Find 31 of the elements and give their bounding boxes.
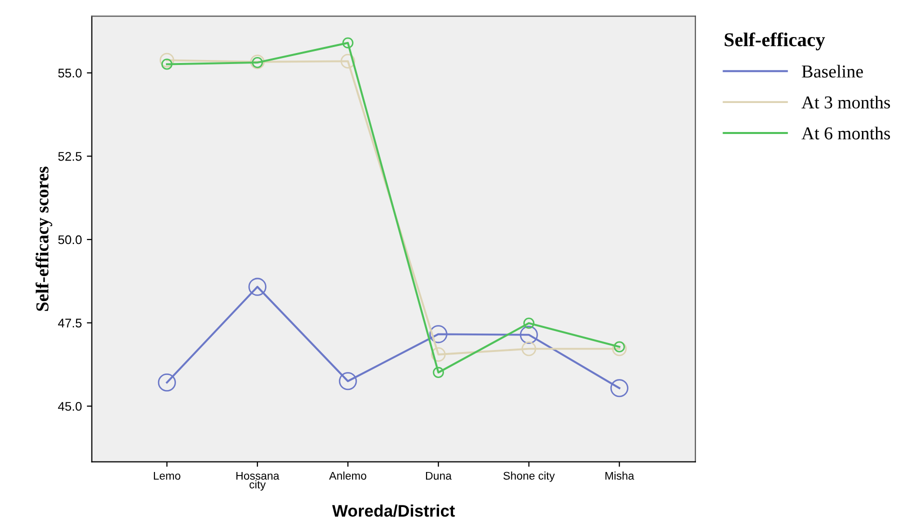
point — [520, 326, 538, 344]
x-tick-label: Duna — [426, 472, 452, 480]
point — [160, 52, 174, 68]
y-tick-label: 47.5 — [58, 318, 82, 328]
point — [248, 278, 266, 296]
y-tick-label: 55.0 — [58, 68, 82, 78]
x-tick-label: Hossana city — [236, 472, 280, 491]
point — [340, 54, 356, 68]
x-tick-label: Shone city — [503, 472, 555, 482]
y-tick-label: 50.0 — [58, 235, 82, 244]
y-tick-label: 52.5 — [58, 152, 82, 161]
point — [432, 366, 444, 378]
point — [610, 379, 628, 398]
point — [429, 325, 448, 344]
y-tick-label: 45.0 — [58, 402, 82, 411]
legend-label: At 3 months — [802, 96, 890, 109]
y-axis-title: Self-efficacy scores — [36, 166, 52, 311]
x-axis-title: Woreda/District — [332, 504, 455, 517]
x-tick-label: Anlemo — [329, 472, 366, 480]
point — [523, 318, 534, 329]
point — [612, 342, 627, 356]
x-tick-label: Misha — [605, 472, 634, 480]
point — [338, 372, 357, 390]
point — [522, 342, 536, 356]
legend-label: At 6 months — [802, 126, 890, 140]
legend-title: Self-efficacy — [724, 32, 826, 50]
point — [342, 37, 354, 48]
x-tick-label: Lemo — [154, 472, 180, 480]
point — [158, 373, 176, 392]
point — [431, 347, 446, 362]
legend-label: Baseline — [802, 64, 863, 78]
